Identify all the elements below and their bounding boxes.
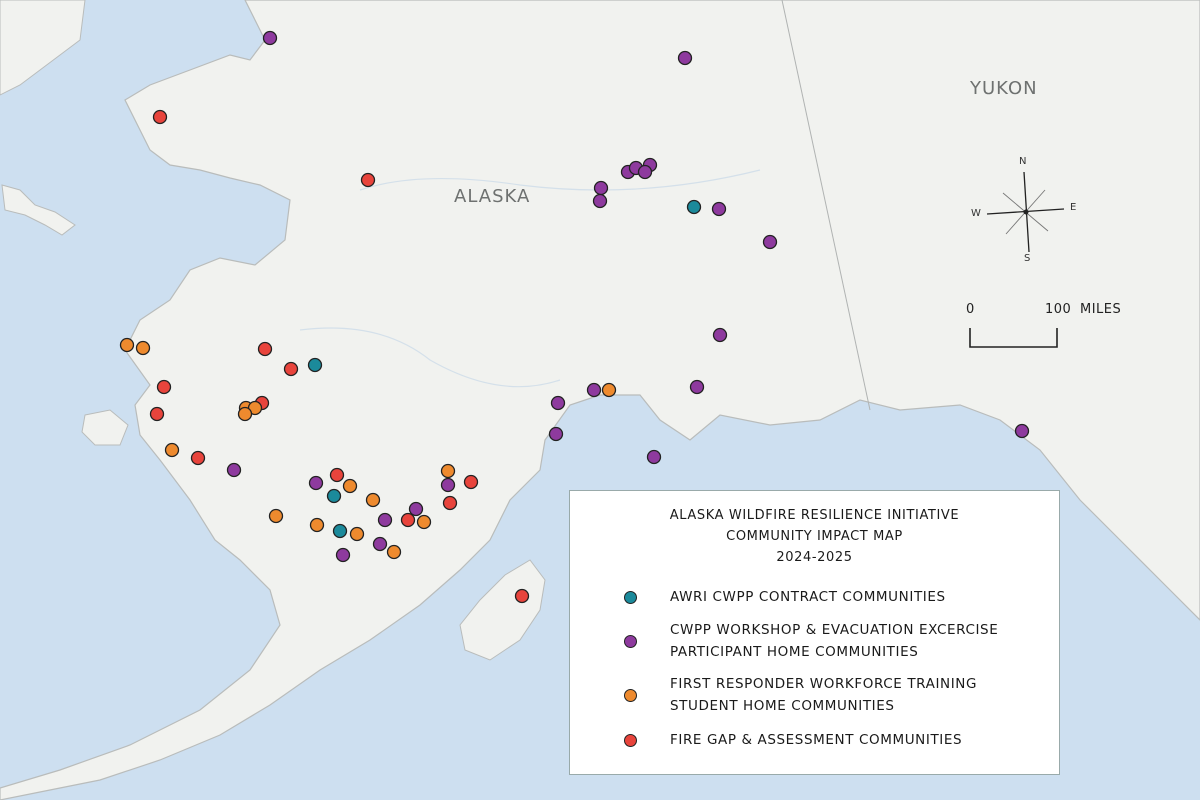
community-marker-workshop[interactable] — [592, 193, 608, 209]
community-marker-workshop[interactable] — [586, 382, 602, 398]
community-marker-awri[interactable] — [332, 523, 348, 539]
region-label-alaska: ALASKA — [454, 186, 531, 207]
community-marker-firegap[interactable] — [329, 467, 345, 483]
legend-title-line: COMMUNITY IMPACT MAP — [726, 529, 903, 544]
community-marker-workshop[interactable] — [646, 449, 662, 465]
legend: ALASKA WILDFIRE RESILIENCE INITIATIVE CO… — [569, 490, 1060, 775]
community-marker-training[interactable] — [268, 508, 284, 524]
rivers — [299, 169, 761, 388]
community-marker-awri[interactable] — [326, 488, 342, 504]
compass-north: N — [1019, 156, 1027, 167]
community-marker-training[interactable] — [237, 406, 253, 422]
community-marker-training[interactable] — [349, 526, 365, 542]
compass-rose — [986, 171, 1065, 253]
community-marker-firegap[interactable] — [149, 406, 165, 422]
community-marker-workshop[interactable] — [308, 475, 324, 491]
community-marker-workshop[interactable] — [377, 512, 393, 528]
legend-label: AWRI CWPP CONTRACT COMMUNITIES — [670, 589, 946, 605]
community-marker-training[interactable] — [365, 492, 381, 508]
chukotka-land — [0, 0, 86, 96]
community-marker-training[interactable] — [440, 463, 456, 479]
compass-east: E — [1070, 202, 1077, 213]
legend-title-line: ALASKA WILDFIRE RESILIENCE INITIATIVE — [669, 508, 960, 523]
alaska-yukon-border — [781, 0, 871, 411]
legend-label: FIRST RESPONDER WORKFORCE TRAINING — [670, 676, 978, 692]
community-marker-workshop[interactable] — [593, 180, 609, 196]
community-marker-awri[interactable] — [686, 199, 702, 215]
community-marker-firegap[interactable] — [257, 341, 273, 357]
community-marker-awri[interactable] — [307, 357, 323, 373]
community-marker-training[interactable] — [135, 340, 151, 356]
compass-south: S — [1024, 253, 1031, 264]
community-marker-workshop[interactable] — [372, 536, 388, 552]
scale-start: 0 — [966, 302, 975, 317]
community-marker-workshop[interactable] — [550, 395, 566, 411]
legend-label: CWPP WORKSHOP & EVACUATION EXCERCISE — [670, 622, 999, 638]
kodiak-island — [459, 559, 546, 661]
compass-west: W — [971, 208, 981, 219]
community-marker-workshop[interactable] — [637, 164, 653, 180]
community-marker-firegap[interactable] — [514, 588, 530, 604]
community-marker-firegap[interactable] — [283, 361, 299, 377]
legend-dot-purple — [624, 635, 637, 648]
legend-dot-red — [624, 734, 637, 747]
community-marker-firegap[interactable] — [152, 109, 168, 125]
legend-dot-orange — [624, 689, 637, 702]
community-marker-workshop[interactable] — [677, 50, 693, 66]
community-marker-workshop[interactable] — [712, 327, 728, 343]
community-marker-workshop[interactable] — [226, 462, 242, 478]
community-marker-workshop[interactable] — [762, 234, 778, 250]
community-marker-workshop[interactable] — [689, 379, 705, 395]
community-marker-workshop[interactable] — [262, 30, 278, 46]
community-marker-workshop[interactable] — [335, 547, 351, 563]
community-marker-workshop[interactable] — [548, 426, 564, 442]
scale-end: 100 — [1045, 302, 1072, 317]
community-marker-firegap[interactable] — [360, 172, 376, 188]
legend-title-line: 2024-2025 — [776, 550, 853, 565]
community-marker-training[interactable] — [601, 382, 617, 398]
community-marker-training[interactable] — [119, 337, 135, 353]
community-marker-workshop[interactable] — [408, 501, 424, 517]
community-marker-training[interactable] — [309, 517, 325, 533]
community-marker-firegap[interactable] — [442, 495, 458, 511]
legend-title: ALASKA WILDFIRE RESILIENCE INITIATIVE CO… — [570, 505, 1059, 568]
community-marker-workshop[interactable] — [1014, 423, 1030, 439]
legend-dot-teal — [624, 591, 637, 604]
community-marker-firegap[interactable] — [463, 474, 479, 490]
legend-label: STUDENT HOME COMMUNITIES — [670, 698, 895, 714]
community-marker-training[interactable] — [416, 514, 432, 530]
legend-label: PARTICIPANT HOME COMMUNITIES — [670, 644, 919, 660]
community-markers — [119, 30, 1030, 604]
legend-label: FIRE GAP & ASSESSMENT COMMUNITIES — [670, 732, 963, 748]
community-marker-training[interactable] — [342, 478, 358, 494]
community-marker-firegap[interactable] — [156, 379, 172, 395]
region-label-yukon: YUKON — [970, 78, 1038, 99]
nunivak-island — [81, 409, 129, 446]
community-marker-firegap[interactable] — [400, 512, 416, 528]
community-marker-training[interactable] — [386, 544, 402, 560]
scale-unit: MILES — [1080, 302, 1122, 317]
community-marker-workshop[interactable] — [440, 477, 456, 493]
community-marker-workshop[interactable] — [711, 201, 727, 217]
community-marker-firegap[interactable] — [190, 450, 206, 466]
scale-bar — [969, 328, 1058, 348]
st-lawrence-island — [1, 184, 76, 236]
community-marker-training[interactable] — [164, 442, 180, 458]
